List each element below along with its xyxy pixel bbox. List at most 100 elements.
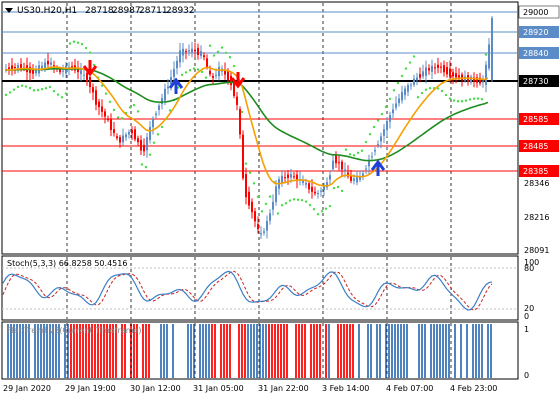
candle-body	[440, 66, 442, 68]
candle-body	[398, 98, 400, 104]
candle-body	[86, 72, 88, 82]
sar-dot	[140, 163, 144, 166]
trend-bar	[229, 324, 231, 378]
trend-bar	[253, 324, 255, 378]
trend-bar	[202, 324, 204, 378]
candle-body	[59, 69, 61, 73]
sar-dot	[128, 106, 132, 109]
time-tick: 31 Jan 22:00	[258, 384, 309, 393]
trend-bar	[280, 324, 282, 378]
sar-dot	[416, 96, 420, 99]
time-axis[interactable]: 29 Jan 2020 29 Jan 19:00 30 Jan 12:00 31…	[3, 384, 497, 393]
candle-body	[17, 65, 19, 68]
candle-body	[8, 67, 10, 70]
candle-body	[413, 78, 415, 85]
trend-bar	[244, 324, 246, 378]
trend-bar	[487, 324, 489, 378]
sar-dot	[184, 71, 188, 74]
trend-bar	[7, 324, 9, 378]
sar-dot	[404, 67, 408, 70]
dropdown-triangle-icon[interactable]	[5, 8, 13, 13]
trend-bar	[448, 324, 450, 378]
price-panel[interactable]: US30.H20,H1 28718 28987 28711 28932	[1, 1, 519, 255]
trend-bar	[109, 324, 111, 378]
sar-dot	[420, 91, 424, 95]
candle-body	[287, 174, 289, 178]
trend-bar	[91, 324, 93, 378]
candle-body	[266, 220, 268, 231]
trend-bar	[130, 324, 132, 378]
candle-body	[458, 75, 460, 78]
candle-body	[107, 119, 109, 121]
trend-bar	[145, 324, 147, 378]
sar-dot	[248, 171, 252, 174]
sar-dot	[380, 112, 384, 116]
buy-arrow-icon	[168, 77, 184, 94]
candle-body	[224, 69, 226, 75]
candle-body	[182, 48, 184, 56]
trend-bar	[418, 324, 420, 378]
trend-bar	[352, 324, 354, 378]
trend-bar	[160, 324, 162, 378]
candle-body	[119, 137, 121, 143]
stoch-level: 100	[524, 258, 539, 267]
sar-dot	[8, 91, 12, 94]
sar-dot	[396, 81, 400, 85]
trend-bar	[25, 324, 27, 378]
sar-dot	[200, 70, 204, 74]
candle-body	[71, 66, 73, 68]
candle-body	[257, 224, 259, 230]
candle-body	[95, 90, 97, 105]
sar-dot	[312, 208, 316, 211]
trend-bar	[64, 324, 66, 378]
candle-body	[425, 67, 427, 76]
sar-dot	[80, 42, 84, 46]
candle-body	[140, 140, 142, 151]
trend-bar	[223, 324, 225, 378]
sar-dot	[368, 132, 372, 136]
sar-dot	[344, 148, 348, 151]
sar-dot	[472, 97, 476, 100]
stochastic-main-line	[2, 270, 493, 311]
trend-bar	[94, 324, 96, 378]
candle-body	[320, 190, 322, 192]
sar-dot	[264, 202, 268, 206]
trend-bar	[325, 324, 327, 378]
sar-dot	[280, 203, 284, 207]
candle-body	[488, 44, 490, 69]
stochastic-panel[interactable]: Stoch(5,3,3) 66.8258 50.4516 100 80 20 0	[1, 255, 539, 321]
sar-dot	[408, 61, 412, 64]
candle-body	[470, 76, 472, 83]
candle-body	[443, 65, 445, 73]
sar-dot	[324, 207, 328, 210]
sar-dot	[208, 44, 212, 47]
price-axis[interactable]: 29000 28920 28840 28730 28585 28485 28385 2834…	[518, 5, 560, 255]
flat-trend-panel[interactable]: Flat Trend V3(Current Timeframe) 1 0	[1, 321, 529, 380]
trend-bar	[259, 324, 261, 378]
trend-bar	[121, 324, 123, 378]
candle-body	[491, 18, 493, 80]
sar-dot	[56, 93, 60, 96]
candle-body	[392, 109, 394, 114]
candle-body	[479, 77, 481, 84]
ohlc-close: 28932	[166, 6, 195, 16]
candle-body	[185, 51, 187, 53]
candle-body	[41, 65, 43, 69]
candle-body	[158, 105, 160, 110]
trend-bar	[358, 324, 360, 378]
trend-bar	[301, 324, 303, 378]
price-badge	[519, 47, 559, 59]
candle-body	[386, 121, 388, 131]
signal-arrows	[82, 60, 386, 176]
sar-dot	[88, 51, 92, 54]
trend-bar	[115, 324, 117, 378]
trend-bar	[316, 324, 318, 378]
sar-dot	[484, 53, 488, 56]
sar-dot	[436, 87, 440, 90]
candle-body	[326, 182, 328, 188]
sar-dot	[316, 212, 320, 216]
sar-dot	[76, 41, 80, 44]
sar-dot	[260, 210, 264, 213]
price-badge-text: 28385	[523, 167, 548, 176]
trend-bar	[277, 324, 279, 378]
